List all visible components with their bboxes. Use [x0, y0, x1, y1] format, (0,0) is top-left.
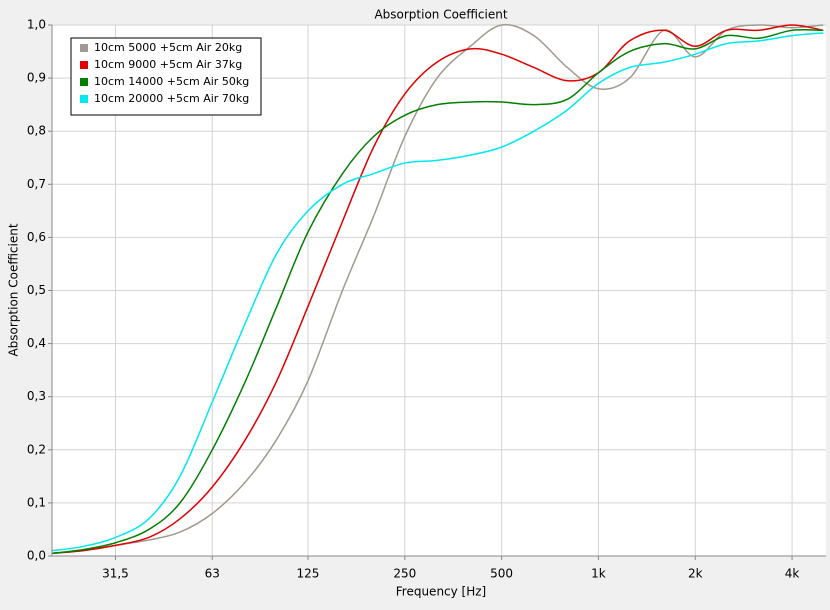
legend-swatch — [80, 78, 88, 86]
series-line — [51, 23, 824, 555]
y-tick-label: 0,6 — [27, 230, 46, 244]
y-tick-label: 1,0 — [27, 18, 46, 32]
grid — [52, 24, 826, 557]
series-line — [51, 28, 824, 555]
chart-title: Absorption Coefficient — [374, 8, 507, 22]
x-tick-label: 4k — [785, 567, 800, 581]
y-tick-label: 0,2 — [27, 442, 46, 456]
y-tick-label: 0,3 — [27, 389, 46, 403]
y-tick-label: 0,4 — [27, 336, 46, 350]
legend-swatch — [80, 44, 88, 52]
lines — [51, 23, 824, 555]
y-axis-label: Absorption Coefficient — [7, 223, 21, 356]
y-tick-label: 0,0 — [27, 549, 46, 563]
legend-swatch — [80, 95, 88, 103]
x-tick-label: 1k — [591, 567, 606, 581]
x-axis-label: Frequency [Hz] — [396, 585, 487, 599]
legend-label: 10cm 9000 +5cm Air 37kg — [94, 58, 242, 71]
y-tick-label: 0,7 — [27, 177, 46, 191]
x-tick-label: 31,5 — [102, 567, 129, 581]
legend-swatch — [80, 61, 88, 69]
legend-label: 10cm 14000 +5cm Air 50kg — [94, 75, 249, 88]
x-tick-label: 500 — [490, 567, 513, 581]
x-tick-label: 63 — [205, 567, 220, 581]
legend-label: 10cm 20000 +5cm Air 70kg — [94, 92, 249, 105]
x-tick-label: 125 — [297, 567, 320, 581]
series-line — [51, 24, 824, 555]
y-tick-label: 0,5 — [27, 283, 46, 297]
x-tick-label: 2k — [688, 567, 703, 581]
y-tick-label: 0,9 — [27, 71, 46, 85]
x-tick-label: 250 — [393, 567, 416, 581]
y-tick-label: 0,8 — [27, 124, 46, 138]
legend-label: 10cm 5000 +5cm Air 20kg — [94, 41, 242, 54]
legend-box — [70, 37, 262, 116]
series-line — [51, 32, 824, 552]
y-tick-label: 0,1 — [27, 495, 46, 509]
